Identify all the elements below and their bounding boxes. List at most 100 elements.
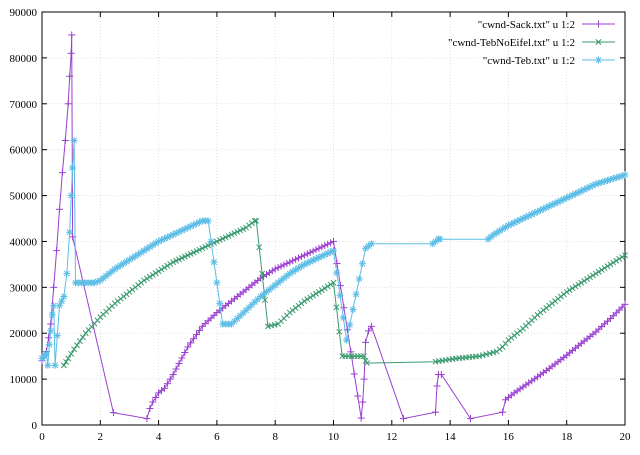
x-tick-label: 20	[620, 431, 632, 443]
data-point	[330, 279, 337, 286]
data-point	[53, 247, 61, 255]
data-point	[50, 283, 58, 291]
data-point	[358, 260, 366, 268]
data-point	[190, 335, 198, 343]
data-point	[61, 136, 69, 144]
series-line	[41, 34, 626, 420]
data-point	[367, 322, 375, 330]
data-point	[231, 230, 238, 237]
data-point	[204, 217, 212, 225]
legend-label: "cwnd-TebNoEifel.txt" u 1:2	[448, 37, 575, 49]
data-point	[146, 273, 153, 280]
data-point	[216, 237, 223, 244]
data-point	[251, 217, 258, 224]
data-point	[280, 261, 288, 269]
data-point	[184, 224, 192, 232]
data-point	[312, 255, 320, 263]
data-point	[531, 209, 539, 217]
data-point	[575, 281, 582, 288]
x-tick-label: 14	[445, 431, 457, 443]
data-point	[303, 250, 311, 258]
data-point	[490, 349, 497, 356]
data-point	[187, 339, 195, 347]
data-point	[42, 350, 50, 358]
y-tick-label: 0	[32, 420, 38, 432]
y-tick-label: 50000	[10, 191, 38, 203]
data-point	[71, 346, 78, 353]
data-point	[595, 56, 602, 64]
data-point	[271, 265, 279, 273]
y-tick-label: 20000	[10, 328, 38, 340]
data-point	[166, 375, 174, 383]
data-point	[195, 218, 203, 226]
data-point	[195, 326, 203, 334]
data-point	[152, 393, 160, 401]
data-point	[68, 350, 75, 357]
y-tick-label: 90000	[10, 7, 38, 19]
data-point	[190, 249, 197, 256]
data-point	[259, 270, 266, 277]
data-point	[65, 355, 72, 362]
data-point	[619, 254, 626, 261]
data-point	[361, 353, 368, 360]
data-point	[55, 205, 63, 213]
data-point	[615, 306, 623, 314]
data-point	[161, 264, 168, 271]
data-point	[213, 238, 220, 245]
data-point	[47, 327, 55, 335]
data-point	[169, 371, 177, 379]
data-point	[202, 243, 209, 250]
data-point	[364, 327, 372, 335]
data-point	[399, 415, 407, 423]
data-point	[178, 354, 186, 362]
data-point	[143, 275, 150, 282]
y-tick-label: 60000	[10, 145, 38, 157]
data-point	[313, 290, 319, 297]
data-point	[364, 360, 371, 367]
data-point	[336, 282, 344, 290]
data-point	[66, 228, 74, 236]
data-point	[70, 136, 78, 144]
x-tick-label: 16	[503, 431, 515, 443]
data-point	[76, 338, 83, 345]
data-point	[152, 270, 159, 277]
data-point	[606, 315, 614, 323]
legend-label: "cwnd-Teb.txt" u 1:2	[483, 55, 575, 67]
data-point	[621, 171, 629, 179]
data-point	[618, 303, 626, 311]
data-point	[164, 262, 171, 269]
data-point	[595, 20, 602, 28]
data-point	[53, 332, 61, 340]
x-tick-label: 8	[272, 431, 278, 443]
data-point	[67, 49, 75, 57]
data-point	[222, 234, 229, 241]
data-point	[58, 169, 66, 177]
data-point	[283, 259, 291, 267]
data-point	[476, 353, 483, 360]
data-point	[433, 382, 441, 390]
data-point	[169, 231, 177, 239]
data-point	[286, 258, 294, 266]
data-point	[321, 285, 328, 292]
data-point	[175, 360, 183, 368]
data-point	[362, 338, 370, 346]
data-point	[315, 288, 322, 295]
data-point	[321, 242, 329, 250]
data-point	[184, 343, 192, 351]
data-point	[45, 341, 53, 349]
data-point	[149, 271, 156, 278]
data-point	[542, 203, 550, 211]
data-point	[330, 237, 337, 245]
data-point	[324, 283, 331, 290]
data-point	[360, 375, 368, 383]
x-tick-label: 18	[561, 431, 573, 443]
data-point	[587, 274, 593, 281]
data-point	[607, 261, 614, 268]
data-point	[193, 248, 200, 255]
data-point	[572, 283, 579, 290]
data-point	[499, 408, 507, 416]
data-point	[262, 296, 268, 303]
data-point	[240, 226, 247, 233]
data-point	[359, 398, 367, 406]
data-point	[158, 266, 165, 273]
